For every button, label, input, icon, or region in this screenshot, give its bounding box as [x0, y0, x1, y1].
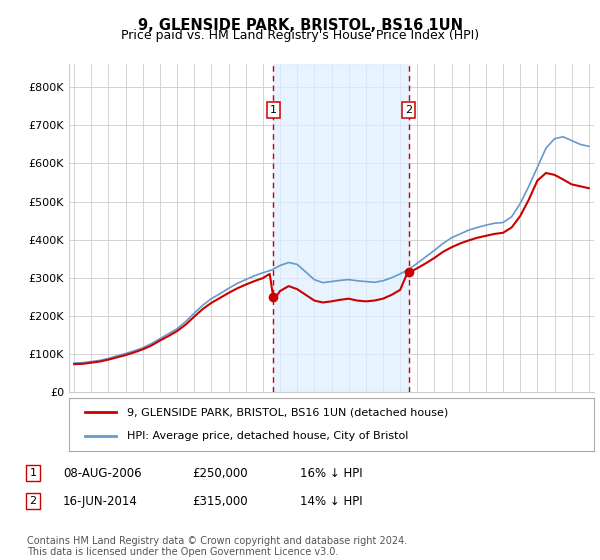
- Text: 2: 2: [29, 496, 37, 506]
- Text: 1: 1: [29, 468, 37, 478]
- Text: 14% ↓ HPI: 14% ↓ HPI: [300, 494, 362, 508]
- Text: £315,000: £315,000: [192, 494, 248, 508]
- Text: 2: 2: [405, 105, 412, 115]
- Text: £250,000: £250,000: [192, 466, 248, 480]
- Text: 16% ↓ HPI: 16% ↓ HPI: [300, 466, 362, 480]
- Text: HPI: Average price, detached house, City of Bristol: HPI: Average price, detached house, City…: [127, 431, 408, 441]
- Text: Price paid vs. HM Land Registry's House Price Index (HPI): Price paid vs. HM Land Registry's House …: [121, 29, 479, 42]
- Text: 08-AUG-2006: 08-AUG-2006: [63, 466, 142, 480]
- Text: 9, GLENSIDE PARK, BRISTOL, BS16 1UN: 9, GLENSIDE PARK, BRISTOL, BS16 1UN: [137, 18, 463, 33]
- Text: Contains HM Land Registry data © Crown copyright and database right 2024.
This d: Contains HM Land Registry data © Crown c…: [27, 535, 407, 557]
- Text: 16-JUN-2014: 16-JUN-2014: [63, 494, 138, 508]
- Text: 9, GLENSIDE PARK, BRISTOL, BS16 1UN (detached house): 9, GLENSIDE PARK, BRISTOL, BS16 1UN (det…: [127, 408, 448, 418]
- Text: 1: 1: [269, 105, 277, 115]
- Bar: [273, 64, 409, 392]
